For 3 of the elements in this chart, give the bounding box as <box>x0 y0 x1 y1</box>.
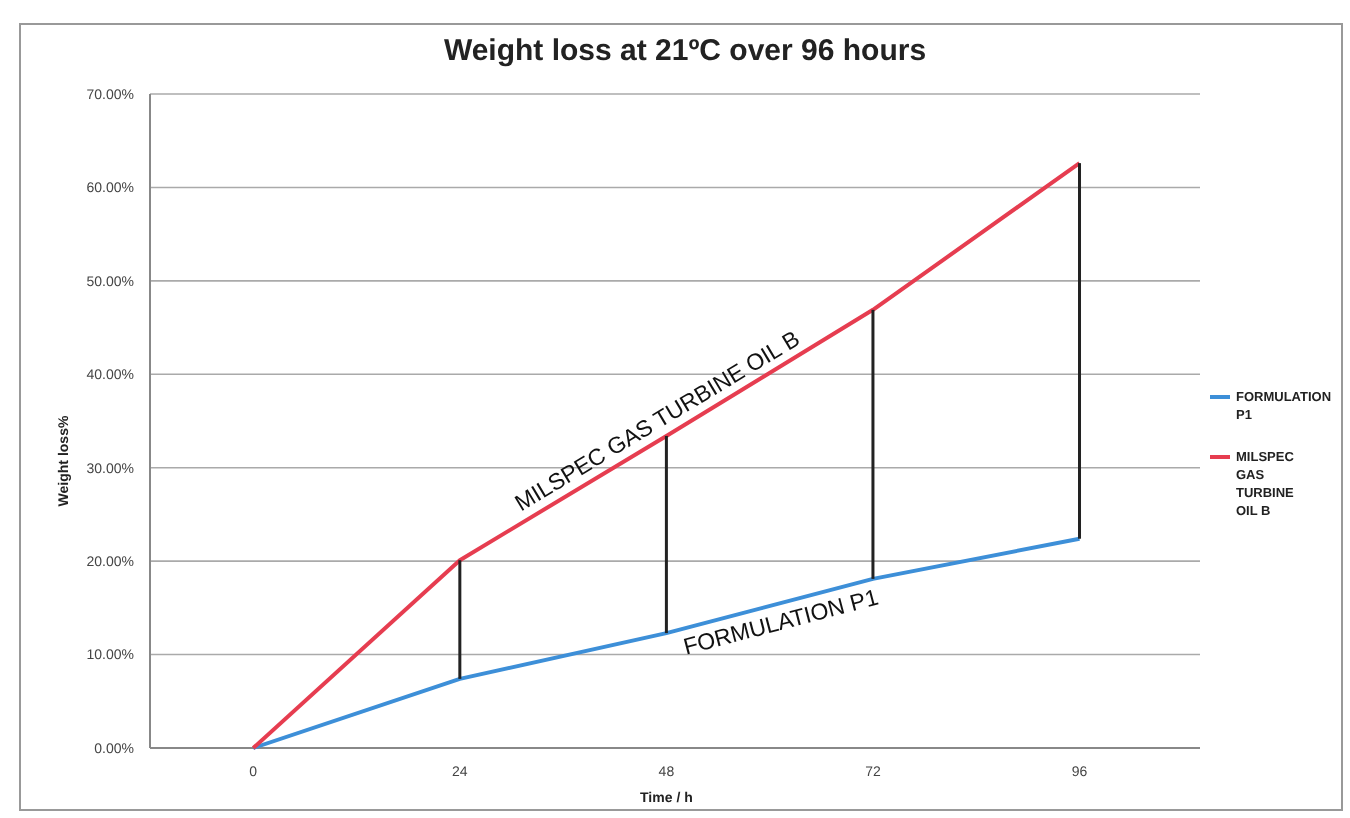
line-series <box>251 161 1082 750</box>
line-series <box>251 536 1082 750</box>
chart-title: Weight loss at 21ºC over 96 hours <box>443 34 927 68</box>
